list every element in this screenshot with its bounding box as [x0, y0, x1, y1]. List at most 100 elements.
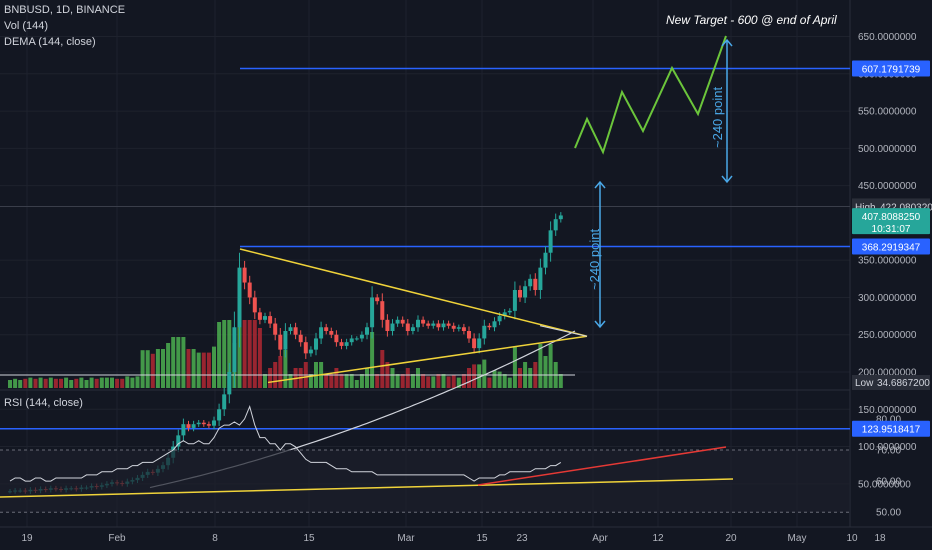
volume-bar	[278, 356, 283, 388]
level1-badge-bg	[852, 60, 930, 77]
volume-bar	[446, 376, 451, 388]
measure-arrows[interactable]	[594, 38, 733, 329]
volume-bar	[59, 378, 63, 388]
price-tick-label: 50.0000000	[858, 479, 911, 490]
time-tick-label: 12	[652, 533, 664, 544]
candle-body	[222, 394, 227, 410]
candle-body	[446, 323, 451, 326]
candle-body	[416, 319, 420, 328]
volume-bar	[502, 374, 507, 388]
volume-bar	[528, 368, 533, 388]
projection-path[interactable]	[574, 35, 727, 155]
time-tick-label: 8	[212, 533, 218, 544]
rsi-trend-yellow	[0, 478, 734, 498]
volume-bar	[421, 374, 426, 388]
candle-body	[217, 409, 222, 421]
candle-body	[314, 338, 318, 350]
time-tick-label: Apr	[592, 533, 608, 544]
volume-bar	[222, 320, 227, 388]
volume-bar	[329, 374, 334, 388]
candle-body	[359, 334, 364, 339]
price-tick-label: 200.0000000	[858, 368, 917, 379]
time-tick-label: 19	[21, 533, 33, 544]
candle-body	[319, 327, 324, 339]
target-annotation: New Target - 600 @ end of April	[666, 13, 837, 27]
symbol-legend[interactable]: BNBUSD, 1D, BINANCE	[4, 4, 126, 16]
lower-arrow-head-bottom	[594, 320, 606, 329]
volume-bar	[69, 380, 74, 388]
volume-bar	[288, 374, 293, 388]
candle-body	[553, 219, 558, 231]
volume-bar	[456, 377, 461, 388]
volume-bar	[155, 349, 160, 388]
candle-body	[405, 323, 410, 331]
volume-bar	[283, 350, 288, 388]
volume-bar	[242, 320, 247, 388]
volume-bar	[110, 377, 114, 388]
volume-bar	[395, 374, 400, 388]
volume-bar	[171, 337, 176, 388]
price-tick-label: 350.0000000	[858, 256, 917, 267]
volume-bar	[181, 337, 186, 388]
volume-bar	[79, 377, 84, 388]
candle-body	[273, 323, 278, 335]
volume-bar	[441, 374, 446, 388]
volume-bar	[380, 350, 385, 388]
candle-body	[349, 338, 354, 343]
candle-body	[421, 319, 426, 324]
candle-body	[390, 323, 395, 331]
rsi-tick-label: 80.00	[876, 414, 901, 425]
price-tick-label: 250.0000000	[858, 330, 917, 341]
volume-bar	[518, 368, 522, 388]
candle-body	[283, 330, 288, 350]
volume-bar	[161, 349, 165, 388]
lower-arrow-label: ~240 point	[587, 229, 602, 290]
volume-bar	[53, 378, 58, 388]
volume-bar	[370, 332, 375, 388]
volume-bar	[482, 359, 487, 388]
volume-bar	[227, 320, 232, 388]
candle-body	[436, 323, 441, 328]
time-tick-label: 20	[725, 533, 737, 544]
triangle-pattern[interactable]	[239, 248, 588, 384]
volume-bar	[201, 352, 206, 388]
volume-bar	[431, 376, 436, 388]
candle-body	[472, 338, 477, 349]
candle-body	[487, 325, 492, 328]
level2-badge-bg	[852, 238, 930, 255]
triangle-lower	[267, 335, 588, 384]
volume-bar	[451, 375, 456, 388]
price-tick-label: 450.0000000	[858, 181, 917, 192]
volume-bar	[308, 374, 313, 388]
candle-body	[456, 327, 461, 329]
candles	[8, 212, 563, 494]
volume-bar	[492, 370, 497, 388]
volume-bar	[263, 374, 267, 388]
rsi-legend[interactable]: RSI (144, close)	[4, 397, 83, 409]
time-tick-label: Mar	[397, 533, 415, 544]
candle-body	[426, 323, 431, 326]
dema-legend[interactable]: DEMA (144, close)	[4, 36, 96, 48]
candle-body	[257, 312, 262, 320]
volume-bar	[461, 374, 466, 388]
candle-body	[268, 316, 273, 324]
time-tick-label: 15	[303, 533, 315, 544]
candle-body	[558, 215, 563, 220]
volume-bar	[375, 374, 380, 388]
volume-bar	[206, 352, 211, 388]
candle-body	[370, 297, 375, 328]
volume-bar	[43, 378, 48, 388]
time-tick-label: 10	[846, 533, 858, 544]
volume-bar	[94, 378, 99, 388]
high-badge-value: 422.0803209	[880, 202, 932, 213]
candle-body	[528, 278, 533, 287]
volume-bar	[186, 349, 191, 388]
candle-body	[206, 424, 211, 426]
candle-body	[176, 435, 181, 447]
volume-bar	[257, 328, 262, 388]
volume-bar	[467, 368, 471, 388]
volume-legend[interactable]: Vol (144)	[4, 20, 49, 32]
price-tick-label: 150.0000000	[858, 405, 917, 416]
volume-bar	[115, 378, 120, 388]
